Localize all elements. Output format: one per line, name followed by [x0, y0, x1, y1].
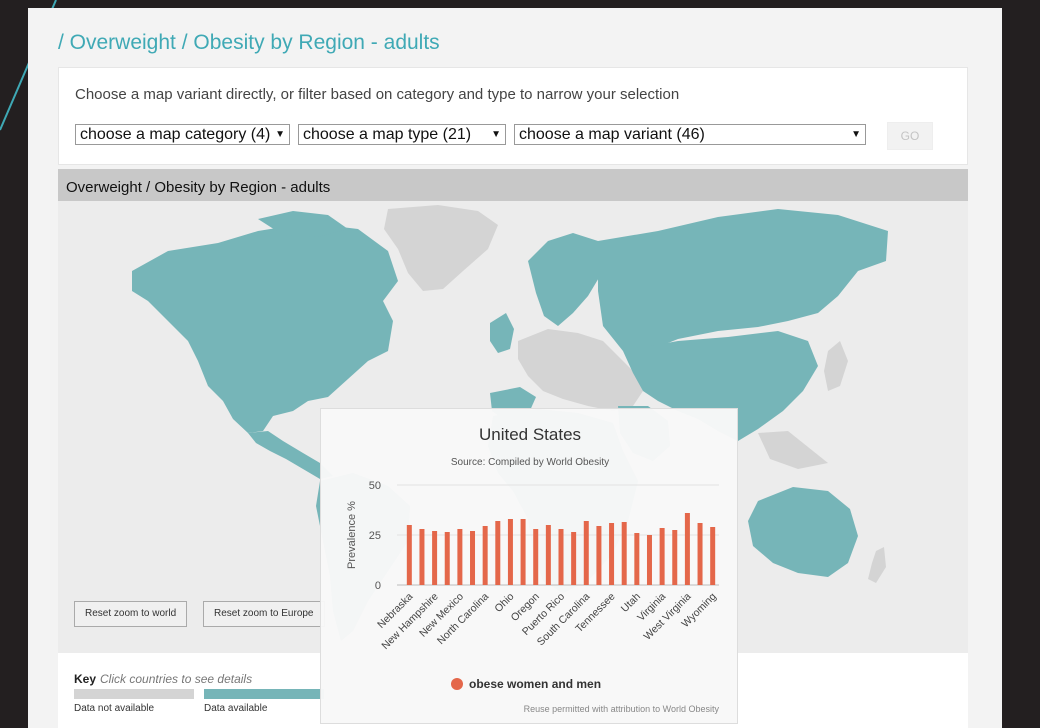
- key-hint: Click countries to see details: [100, 672, 253, 686]
- chart-bar[interactable]: [520, 519, 526, 585]
- country-japan[interactable]: [824, 341, 848, 391]
- country-asia[interactable]: [623, 331, 818, 441]
- country-arctic-islands[interactable]: [258, 211, 348, 237]
- key-swatch-available: [204, 689, 324, 699]
- chart-bar[interactable]: [533, 529, 539, 585]
- chart-bar[interactable]: [672, 530, 678, 585]
- chart-bar[interactable]: [596, 526, 602, 585]
- chart-bar[interactable]: [583, 521, 589, 585]
- key-heading: Key: [74, 672, 97, 686]
- chart-bar[interactable]: [432, 531, 438, 585]
- chart-grid: [397, 484, 719, 586]
- y-tick-label: 0: [375, 580, 381, 592]
- dropdown-arrow-icon: ▼: [491, 129, 501, 140]
- chart-bar[interactable]: [545, 525, 551, 585]
- country-uk[interactable]: [490, 313, 514, 353]
- chart-bar[interactable]: [659, 528, 665, 585]
- chart-bar[interactable]: [406, 525, 412, 585]
- legend-dot-icon: [451, 678, 463, 690]
- chart-bar[interactable]: [558, 529, 564, 585]
- chart-bar[interactable]: [482, 526, 488, 585]
- chart-bar[interactable]: [634, 533, 640, 585]
- chart-bar[interactable]: [507, 519, 513, 585]
- country-se-asia[interactable]: [758, 431, 828, 469]
- chart-bar[interactable]: [444, 532, 450, 585]
- country-australia[interactable]: [748, 487, 858, 577]
- key-label-not-available: Data not available: [74, 703, 155, 714]
- chart-bar[interactable]: [621, 522, 627, 585]
- country-europe[interactable]: [518, 329, 643, 411]
- y-tick-label: 25: [369, 530, 381, 542]
- chart-bar[interactable]: [697, 523, 703, 585]
- filter-intro: Choose a map variant directly, or filter…: [75, 86, 680, 103]
- tooltip-credit: Reuse permitted with attribution to Worl…: [523, 704, 719, 714]
- chart-bar[interactable]: [571, 532, 577, 585]
- chart-bars: [406, 513, 716, 585]
- tooltip-title: United States: [478, 425, 582, 444]
- chart-bar[interactable]: [609, 523, 615, 585]
- chart-bar[interactable]: [684, 513, 690, 585]
- key-title: Key Click countries to see details: [74, 672, 252, 686]
- chart-bar[interactable]: [457, 529, 463, 585]
- map-type-select-value: choose a map type (21): [303, 126, 472, 143]
- map-category-select[interactable]: choose a map category (4) ▼: [75, 124, 290, 145]
- reset-zoom-world-button[interactable]: Reset zoom to world: [74, 601, 188, 627]
- country-scandinavia[interactable]: [528, 233, 603, 326]
- chart-y-axis-label: Prevalence %: [346, 501, 358, 569]
- chart-bar[interactable]: [646, 535, 652, 585]
- reset-zoom-europe-button[interactable]: Reset zoom to Europe: [203, 601, 325, 627]
- map-variant-select-value: choose a map variant (46): [519, 126, 705, 143]
- country-greenland[interactable]: [384, 205, 498, 291]
- map-type-select[interactable]: choose a map type (21) ▼: [298, 124, 506, 145]
- dropdown-arrow-icon: ▼: [275, 129, 285, 140]
- chart-y-ticks: 0 25 50: [369, 480, 381, 592]
- key-label-available: Data available: [204, 703, 268, 714]
- country-mexico[interactable]: [248, 431, 333, 479]
- chart-legend[interactable]: obese women and men: [451, 677, 601, 691]
- filter-panel: Choose a map variant directly, or filter…: [58, 67, 968, 165]
- country-russia[interactable]: [598, 209, 888, 351]
- chart-bar[interactable]: [470, 531, 476, 585]
- chart-bar[interactable]: [495, 521, 501, 585]
- country-canada-usa[interactable]: [132, 223, 398, 433]
- country-tooltip: United States Source: Compiled by World …: [320, 408, 738, 724]
- y-tick-label: 50: [369, 480, 381, 492]
- map-header: Overweight / Obesity by Region - adults: [58, 169, 968, 201]
- map-variant-select[interactable]: choose a map variant (46) ▼: [514, 124, 866, 145]
- map-category-select-value: choose a map category (4): [80, 126, 271, 143]
- country-new-zealand[interactable]: [868, 547, 886, 583]
- chart-bar[interactable]: [710, 527, 716, 585]
- page-title: / Overweight / Obesity by Region - adult…: [58, 31, 440, 54]
- legend-label: obese women and men: [469, 677, 602, 691]
- dropdown-arrow-icon: ▼: [851, 129, 861, 140]
- key-swatch-not-available: [74, 689, 194, 699]
- go-button[interactable]: GO: [887, 122, 933, 150]
- chart-bar[interactable]: [419, 529, 425, 585]
- tooltip-source: Source: Compiled by World Obesity: [450, 457, 610, 468]
